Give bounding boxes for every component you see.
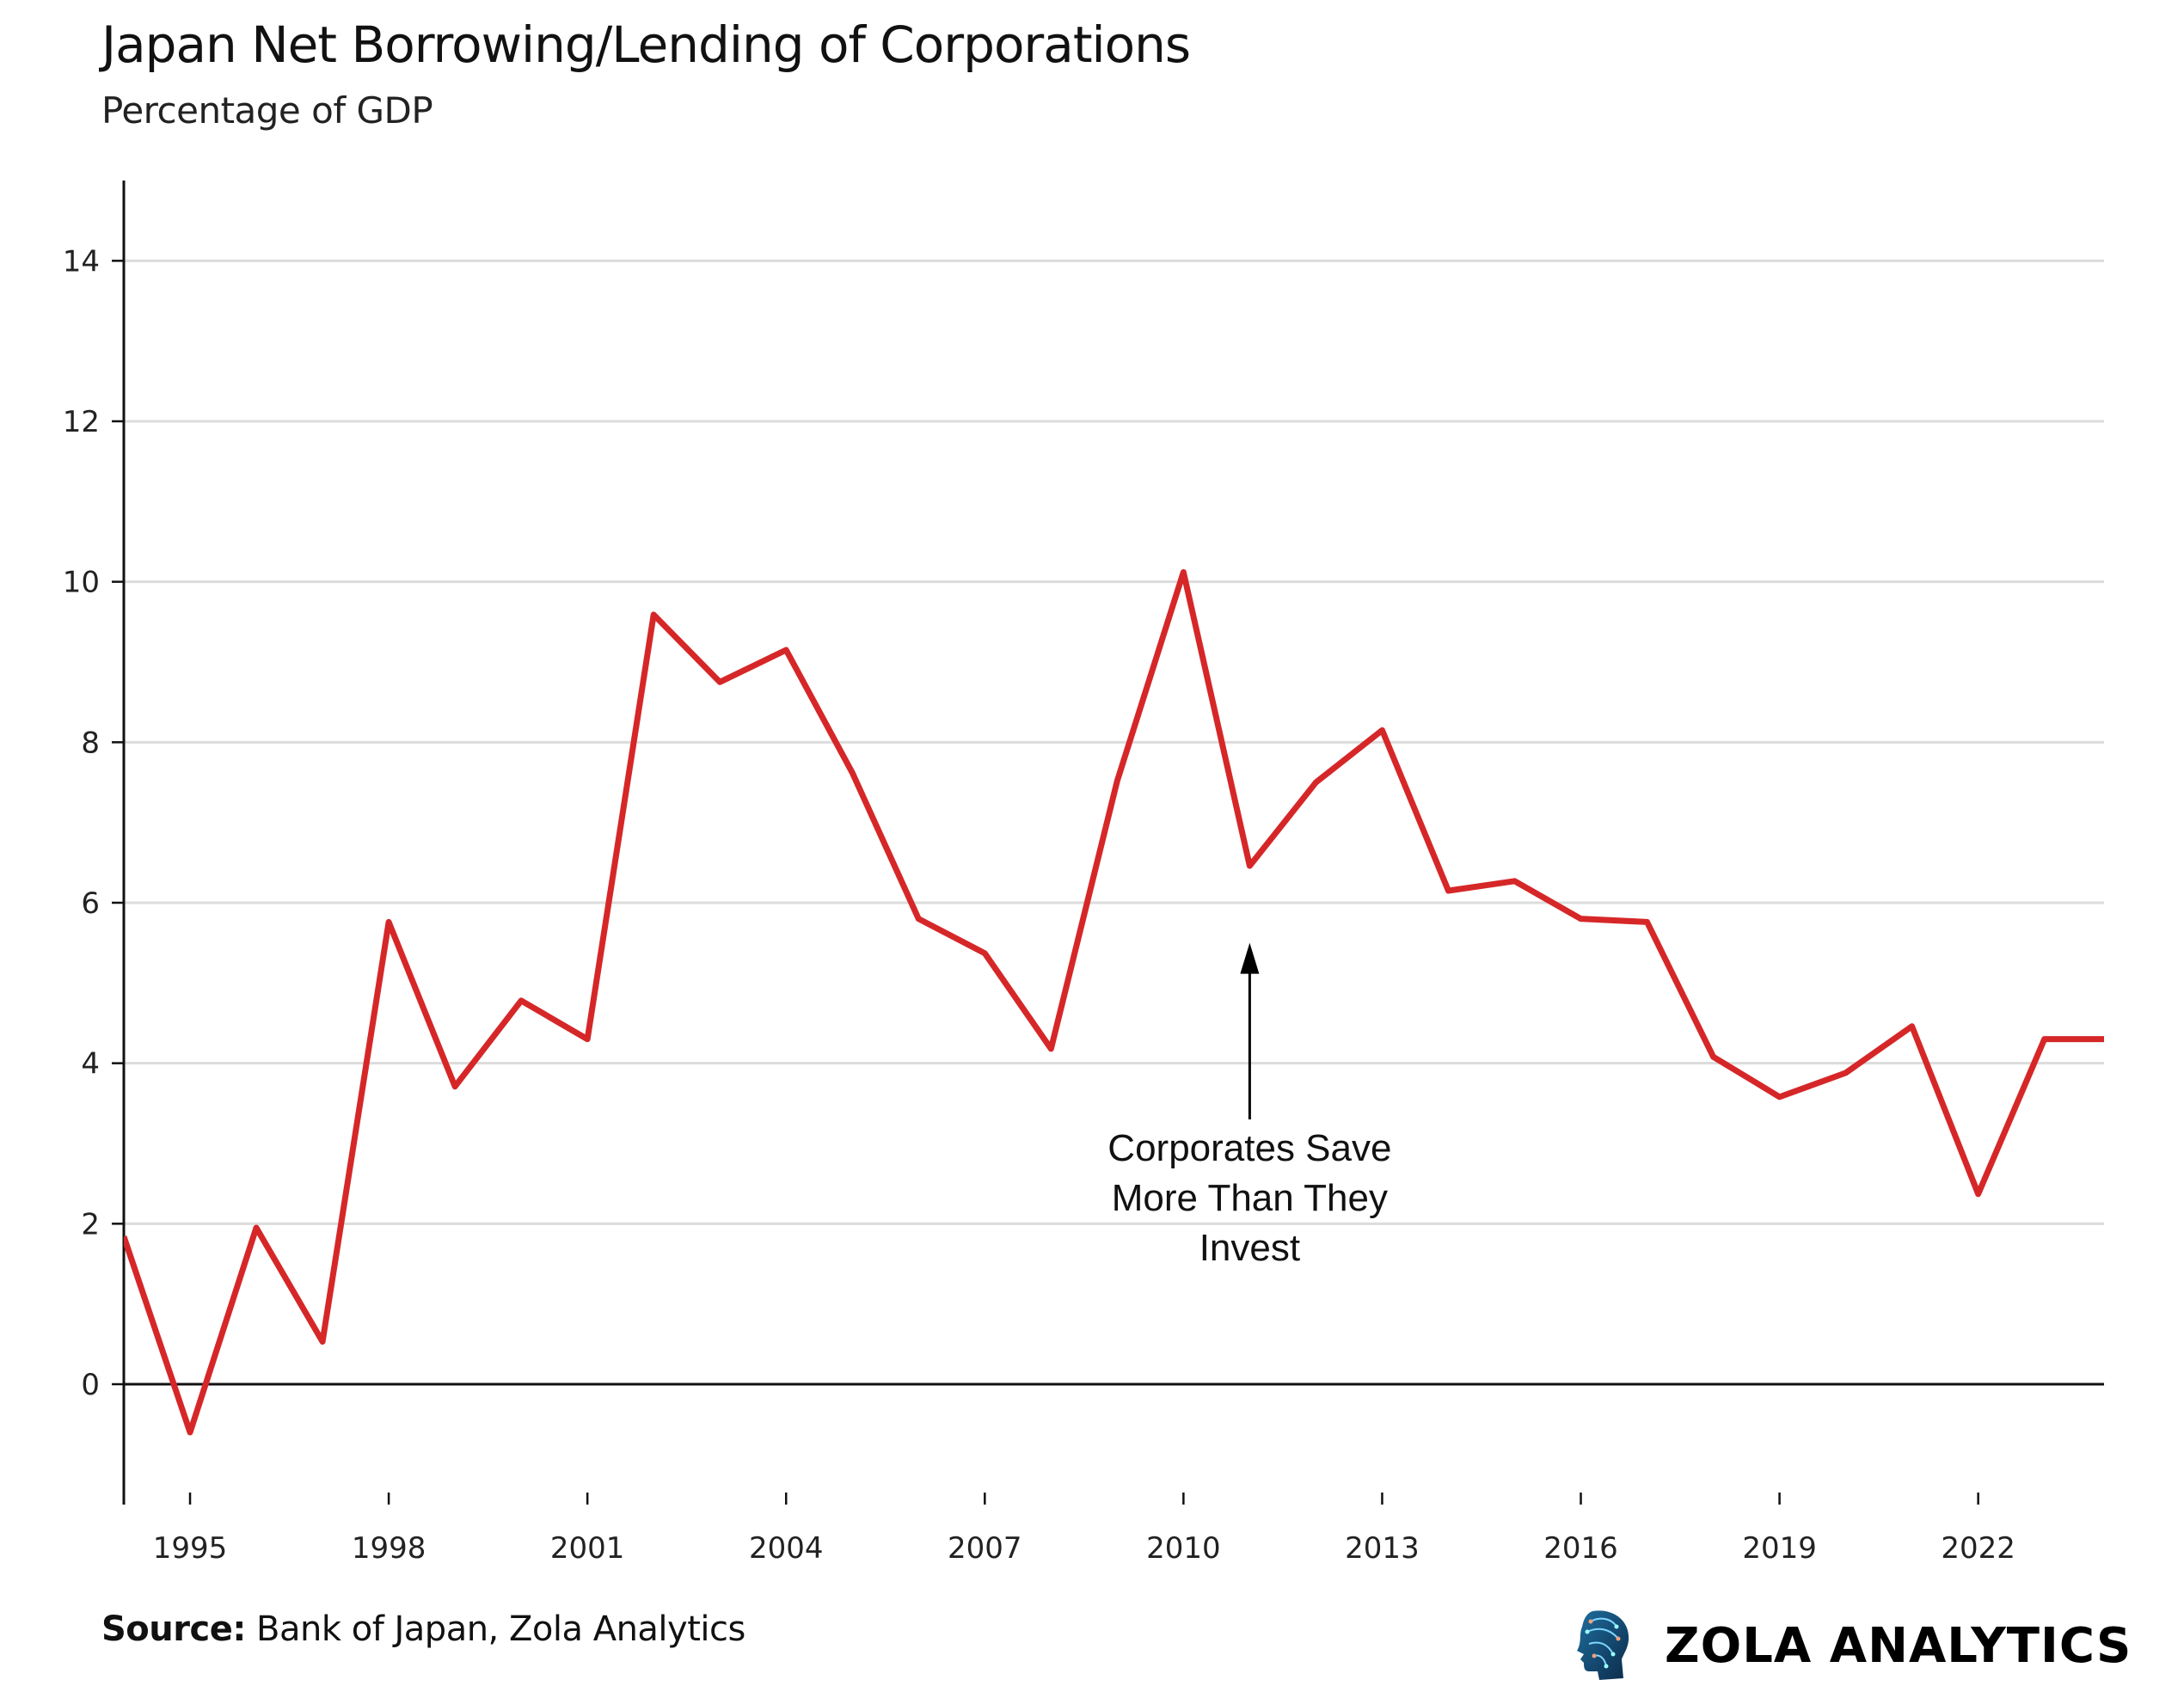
annotation-arrowhead [1240, 942, 1260, 974]
y-tick-label: 2 [81, 1207, 100, 1241]
source-label: Source: [101, 1609, 246, 1649]
x-tick-label: 1995 [153, 1531, 228, 1566]
x-tick-label: 2001 [550, 1531, 625, 1566]
x-tick-label: 2007 [948, 1531, 1022, 1566]
annotation-text: Corporates Save [1107, 1127, 1391, 1169]
source-text: Bank of Japan, Zola Analytics [245, 1609, 745, 1649]
x-tick-label: 2004 [749, 1531, 824, 1566]
x-tick-label: 2013 [1345, 1531, 1420, 1566]
y-tick-label: 8 [81, 726, 100, 760]
annotation-text: More Than They [1112, 1177, 1388, 1219]
x-tick-label: 2010 [1146, 1531, 1221, 1566]
x-tick-label: 1998 [352, 1531, 426, 1566]
x-tick-label: 2019 [1742, 1531, 1817, 1566]
y-tick-label: 6 [81, 886, 100, 921]
y-tick-label: 14 [63, 244, 100, 279]
brand-logo: ZOLA ANALYTICS [1574, 1609, 2132, 1682]
source-note: Source: Bank of Japan, Zola Analytics [101, 1609, 745, 1649]
y-tick-label: 12 [63, 405, 100, 439]
data-series-line [124, 568, 2104, 1436]
x-tick-label: 2016 [1543, 1531, 1618, 1566]
brain-head-icon [1577, 1610, 1629, 1680]
chart-title: Japan Net Borrowing/Lending of Corporati… [101, 15, 1191, 74]
annotation-text: Invest [1199, 1227, 1300, 1269]
y-tick-label: 4 [81, 1047, 100, 1082]
chart-subtitle: Percentage of GDP [101, 89, 433, 132]
x-tick-label: 2022 [1941, 1531, 2015, 1566]
y-tick-label: 10 [63, 566, 100, 600]
brand-name: ZOLA ANALYTICS [1665, 1617, 2132, 1674]
y-tick-label: 0 [81, 1368, 100, 1402]
